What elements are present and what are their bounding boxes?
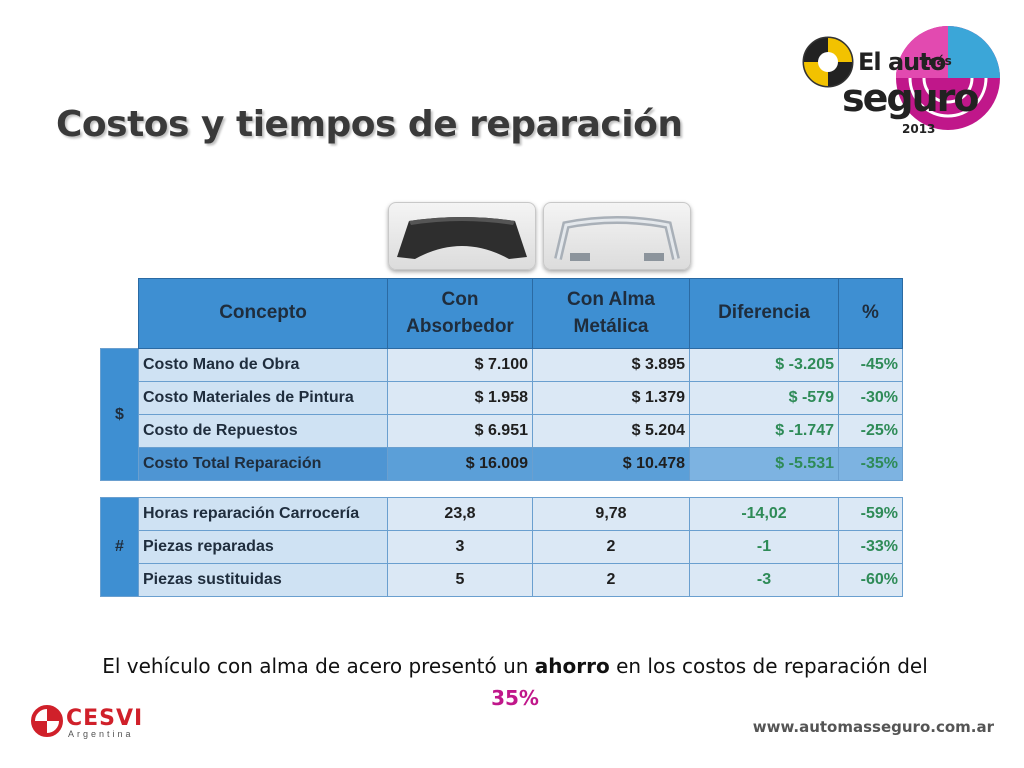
row-percent: -45% — [838, 348, 903, 382]
logo-text-seguro: seguro — [842, 76, 979, 120]
header-diferencia: Diferencia — [689, 278, 839, 349]
cost-table: Concepto Con Absorbedor Con Alma Metálic… — [100, 278, 903, 481]
table-row: Costo de Repuestos $ 6.951 $ 5.204 $ -1.… — [101, 414, 903, 448]
table-row: $ Costo Mano de Obra $ 7.100 $ 3.895 $ -… — [100, 348, 903, 481]
row-diferencia: -14,02 — [689, 497, 839, 531]
logo-text-year: 2013 — [902, 122, 936, 136]
row-absorbedor: $ 1.958 — [387, 381, 533, 415]
row-percent: -35% — [838, 447, 903, 481]
row-diferencia: -1 — [689, 530, 839, 564]
table-row-total: Costo Total Reparación $ 16.009 $ 10.478… — [101, 447, 903, 481]
row-absorbedor: 23,8 — [387, 497, 533, 531]
summary-text: El vehículo con alma de acero presentó u… — [100, 650, 930, 714]
row-concepto: Horas reparación Carrocería — [138, 497, 388, 531]
row-percent: -30% — [838, 381, 903, 415]
cesvi-logo: CESVI Argentina — [30, 704, 150, 740]
row-absorbedor: 5 — [387, 563, 533, 597]
table-row: Costo Materiales de Pintura $ 1.958 $ 1.… — [101, 381, 903, 415]
logo-graphic-icon — [802, 26, 1000, 130]
el-auto-mas-seguro-logo: El auto más seguro 2013 — [798, 18, 1002, 146]
table-row: Piezas reparadas 3 2 -1 -33% — [101, 530, 903, 564]
row-percent: -33% — [838, 530, 903, 564]
row-concepto: Piezas sustituidas — [138, 563, 388, 597]
header-con-absorbedor: Con Absorbedor — [387, 278, 533, 349]
table-row: Piezas sustituidas 5 2 -3 -60% — [101, 563, 903, 597]
summary-highlight: 35% — [491, 686, 539, 710]
row-alma: $ 10.478 — [532, 447, 690, 481]
header-con-alma-metalica: Con Alma Metálica — [532, 278, 690, 349]
row-absorbedor: 3 — [387, 530, 533, 564]
row-diferencia: $ -5.531 — [689, 447, 839, 481]
row-diferencia: $ -579 — [689, 381, 839, 415]
row-alma: $ 1.379 — [532, 381, 690, 415]
row-diferencia: -3 — [689, 563, 839, 597]
row-concepto: Costo Mano de Obra — [138, 348, 388, 382]
slide-title: Costos y tiempos de reparación — [56, 104, 683, 145]
logo-text-el-auto: El auto — [858, 48, 946, 76]
row-absorbedor: $ 16.009 — [387, 447, 533, 481]
header-concepto: Concepto — [138, 278, 388, 349]
row-absorbedor: $ 6.951 — [387, 414, 533, 448]
metal-core-part-photo — [543, 202, 691, 270]
currency-group-label: $ — [100, 348, 139, 481]
row-alma: 9,78 — [532, 497, 690, 531]
row-absorbedor: $ 7.100 — [387, 348, 533, 382]
table-row: # Horas reparación Carrocería 23,8 9,78 … — [100, 497, 903, 597]
row-concepto: Costo de Repuestos — [138, 414, 388, 448]
row-alma: 2 — [532, 563, 690, 597]
metal-core-part-icon — [554, 216, 680, 261]
row-concepto: Costo Materiales de Pintura — [138, 381, 388, 415]
summary-bold-word: ahorro — [534, 654, 610, 678]
row-percent: -25% — [838, 414, 903, 448]
cesvi-subtitle: Argentina — [68, 729, 134, 739]
row-concepto: Costo Total Reparación — [138, 447, 388, 481]
absorber-part-icon — [397, 217, 527, 259]
absorber-part-photo — [388, 202, 536, 270]
count-group-label: # — [100, 497, 139, 597]
header-percent: % — [838, 278, 903, 349]
row-alma: 2 — [532, 530, 690, 564]
row-alma: $ 3.895 — [532, 348, 690, 382]
summary-part2: en los costos de reparación del — [609, 654, 928, 678]
row-alma: $ 5.204 — [532, 414, 690, 448]
logo-text-mas: más — [924, 54, 952, 68]
row-diferencia: $ -1.747 — [689, 414, 839, 448]
summary-part1: El vehículo con alma de acero presentó u… — [102, 654, 535, 678]
cesvi-brand: CESVI — [66, 706, 144, 731]
row-percent: -59% — [838, 497, 903, 531]
header-spacer — [100, 278, 139, 349]
cesvi-emblem-icon — [31, 705, 63, 737]
row-concepto: Piezas reparadas — [138, 530, 388, 564]
website-url: www.automasseguro.com.ar — [752, 718, 994, 736]
table-header-row: Concepto Con Absorbedor Con Alma Metálic… — [100, 278, 903, 349]
hours-parts-table: # Horas reparación Carrocería 23,8 9,78 … — [100, 497, 903, 597]
row-percent: -60% — [838, 563, 903, 597]
row-diferencia: $ -3.205 — [689, 348, 839, 382]
